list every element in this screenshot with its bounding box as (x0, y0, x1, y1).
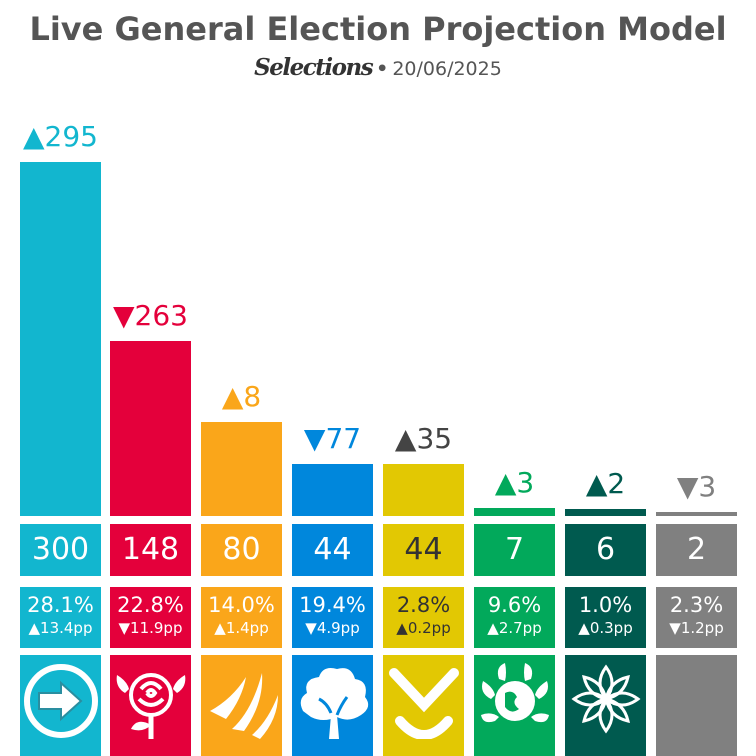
seat-change-label: ▼77 (303, 422, 362, 455)
vote-swing: ▼11.9pp (118, 619, 183, 637)
bar (383, 464, 464, 516)
vote-swing: ▲13.4pp (28, 619, 93, 637)
bird-icon (201, 655, 282, 756)
vote-share-box: 14.0% ▲1.4pp (201, 587, 282, 648)
bar (565, 509, 646, 516)
seat-count: 300 (20, 524, 101, 576)
globe-icon (474, 655, 555, 756)
seat-change-label: ▼263 (113, 299, 188, 332)
bar (110, 341, 191, 516)
vote-swing: ▼1.2pp (669, 619, 724, 637)
vote-swing: ▼4.9pp (305, 619, 360, 637)
bar (656, 512, 737, 516)
vote-share: 2.3% (669, 593, 724, 617)
flower-icon (565, 655, 646, 756)
vote-share: 9.6% (487, 593, 542, 617)
vote-share: 2.8% (396, 593, 451, 617)
vote-share: 22.8% (117, 593, 184, 617)
arrow-icon (20, 655, 101, 756)
vote-swing: ▲0.3pp (578, 619, 633, 637)
vote-share-box: 9.6% ▲2.7pp (474, 587, 555, 648)
blank-icon (656, 655, 737, 756)
chart-title: Live General Election Projection Model (29, 10, 727, 48)
seat-count: 2 (656, 524, 737, 576)
vote-share: 28.1% (27, 593, 94, 617)
vote-share: 19.4% (299, 593, 366, 617)
separator: • (376, 58, 389, 80)
vote-share-box: 19.4% ▼4.9pp (292, 587, 373, 648)
seat-count: 44 (292, 524, 373, 576)
vote-swing: ▲0.2pp (396, 619, 451, 637)
seat-change-label: ▲8 (221, 380, 262, 413)
tree-icon (292, 655, 373, 756)
vote-swing: ▲1.4pp (214, 619, 269, 637)
bar (20, 162, 101, 516)
chart-subtitle: Selections • 20/06/2025 (0, 54, 756, 81)
seat-change-label: ▲295 (23, 120, 98, 153)
brand-logo: Selections (254, 54, 374, 81)
bar (201, 422, 282, 516)
seat-change-label: ▲35 (394, 422, 453, 455)
vote-swing: ▲2.7pp (487, 619, 542, 637)
seat-count: 7 (474, 524, 555, 576)
vote-share: 1.0% (578, 593, 633, 617)
vote-share-box: 2.3% ▼1.2pp (656, 587, 737, 648)
seat-count: 148 (110, 524, 191, 576)
seat-change-label: ▲2 (585, 467, 626, 500)
seat-count: 6 (565, 524, 646, 576)
seat-change-label: ▲3 (494, 466, 535, 499)
bar (474, 508, 555, 516)
vote-share-box: 28.1% ▲13.4pp (20, 587, 101, 648)
vote-share-box: 1.0% ▲0.3pp (565, 587, 646, 648)
saltire-icon (383, 655, 464, 756)
seat-count: 44 (383, 524, 464, 576)
rose-icon (110, 655, 191, 756)
date-label: 20/06/2025 (392, 58, 502, 80)
seat-change-label: ▼3 (676, 470, 717, 503)
vote-share: 14.0% (208, 593, 275, 617)
vote-share-box: 2.8% ▲0.2pp (383, 587, 464, 648)
seat-count: 80 (201, 524, 282, 576)
bar (292, 464, 373, 516)
vote-share-box: 22.8% ▼11.9pp (110, 587, 191, 648)
